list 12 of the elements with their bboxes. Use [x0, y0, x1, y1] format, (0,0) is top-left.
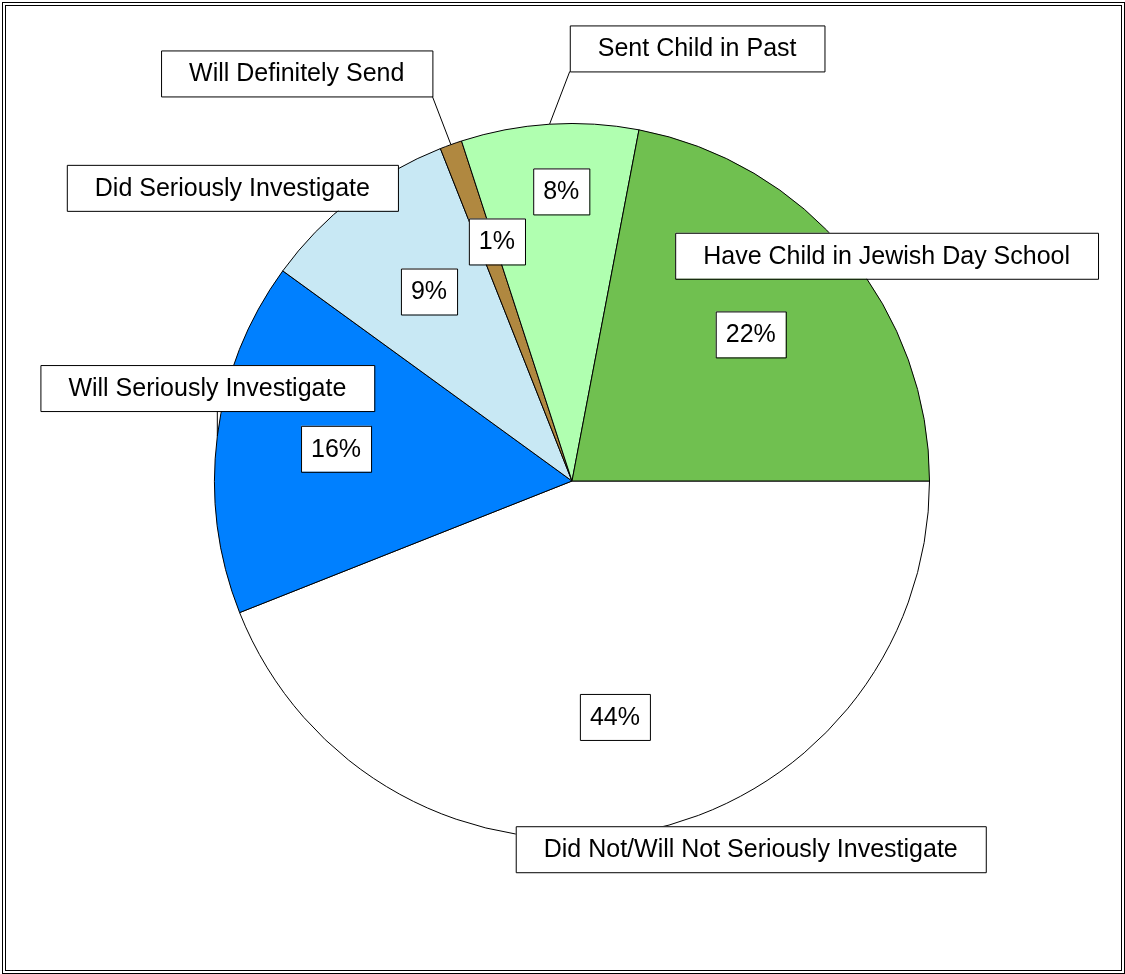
slice-label: Will Seriously Investigate [68, 372, 347, 401]
data-label: 22% [725, 319, 776, 348]
data-label: 8% [543, 176, 580, 205]
slice-label: Did Not/Will Not Seriously Investigate [543, 834, 958, 863]
data-label: 44% [589, 701, 640, 730]
data-label: 1% [478, 226, 515, 255]
slice-label: Did Seriously Investigate [94, 172, 370, 201]
data-label: 9% [410, 276, 448, 305]
slice-label: Will Definitely Send [189, 58, 405, 87]
data-label: 16% [311, 433, 362, 462]
slice-label: Sent Child in Past [597, 33, 797, 62]
slice-label: Have Child in Jewish Day School [703, 240, 1071, 269]
